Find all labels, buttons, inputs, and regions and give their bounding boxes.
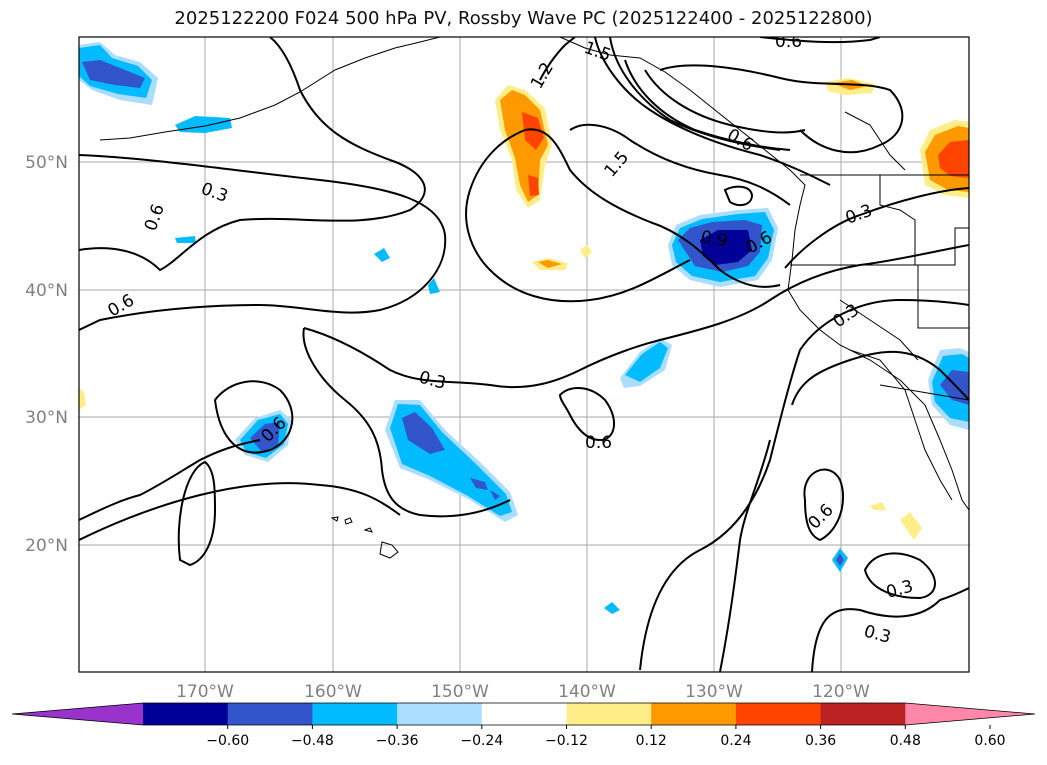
pv-contours — [79, 37, 969, 672]
colorbar-segment — [820, 703, 906, 725]
colorbar-tick-label: −0.48 — [291, 733, 334, 749]
colorbar-segment — [566, 703, 652, 725]
lon-label-140w: 140°W — [558, 682, 616, 702]
contour-label: 0.6 — [775, 32, 802, 52]
lat-label-20n: 20°N — [25, 536, 68, 556]
lat-label-50n: 50°N — [25, 153, 68, 173]
colorbar-extend-low — [12, 703, 143, 725]
figure-title: 2025122200 F024 500 hPa PV, Rossby Wave … — [174, 8, 873, 29]
colorbar-tick-label: −0.60 — [206, 733, 249, 749]
colorbar-segment — [312, 703, 398, 725]
colorbar-tick-label: 0.12 — [636, 733, 667, 749]
colorbar-tick-label: 0.24 — [720, 733, 751, 749]
colorbar-tick-label: 0.48 — [890, 733, 921, 749]
contour-label: 0.6 — [585, 433, 612, 453]
lon-label-170w: 170°W — [176, 682, 234, 702]
coastlines — [99, 37, 969, 559]
colorbar-segment — [143, 703, 229, 725]
colorbar-outline — [11, 702, 1036, 726]
longitude-labels: 170°W 160°W 150°W 140°W 130°W 120°W — [176, 682, 870, 702]
latitude-labels: 50°N 40°N 30°N 20°N — [25, 153, 68, 556]
colorbar-tick-label: 0.36 — [805, 733, 836, 749]
colorbar-tick-label: −0.24 — [460, 733, 503, 749]
map-frame — [78, 36, 970, 673]
colorbar-tick-label: −0.36 — [376, 733, 419, 749]
lon-label-120w: 120°W — [812, 682, 870, 702]
colorbar-segment — [227, 703, 313, 725]
colorbar-segment — [651, 703, 737, 725]
lat-label-30n: 30°N — [25, 408, 68, 428]
lat-label-40n: 40°N — [25, 281, 68, 301]
contour-label: 0.9 — [699, 227, 729, 251]
lon-label-130w: 130°W — [685, 682, 743, 702]
lon-label-160w: 160°W — [304, 682, 362, 702]
colorbar-extend-high — [905, 703, 1035, 725]
colorbar-segment — [735, 703, 822, 725]
lon-label-150w: 150°W — [431, 682, 489, 702]
colorbar-segment — [481, 703, 567, 725]
colorbar-tick-label: −0.12 — [545, 733, 588, 749]
colorbar: −0.60 −0.48 −0.36 −0.24 −0.12 0.12 0.24 0.36 0.4… — [11, 702, 1036, 749]
colorbar-tick-label: 0.60 — [974, 733, 1005, 749]
colorbar-segment — [397, 703, 483, 725]
